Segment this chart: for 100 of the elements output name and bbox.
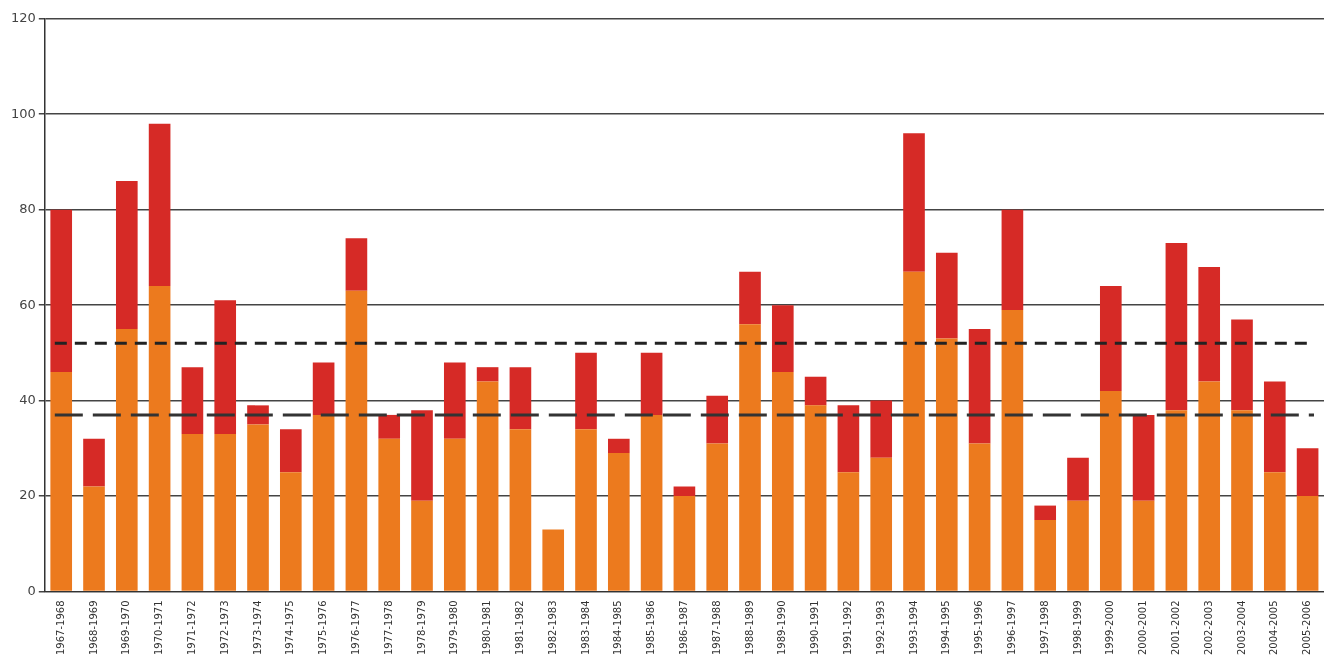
bar: [214, 300, 237, 434]
x-tick-label: 1980-1981: [481, 600, 493, 656]
bar: [378, 438, 401, 591]
x-tick-label: 1988-1989: [743, 600, 755, 656]
bar: [181, 434, 204, 591]
bar: [870, 400, 893, 458]
bar: [214, 434, 237, 591]
y-tick-label: 60: [19, 296, 36, 312]
y-tick-label: 20: [19, 487, 36, 503]
x-tick-label: 1967-1968: [54, 600, 66, 656]
x-tick-label: 1981-1982: [514, 600, 525, 656]
bar: [1034, 519, 1057, 591]
bar: [935, 338, 958, 591]
bar: [279, 472, 302, 591]
bar: [673, 496, 696, 591]
x-tick-label: 1969-1970: [120, 600, 132, 656]
bar: [1132, 500, 1155, 591]
bar: [1099, 286, 1122, 392]
y-tick-label: 40: [19, 391, 36, 407]
bar: [148, 286, 171, 591]
bar: [1067, 457, 1089, 501]
x-tick-label: 1994-1995: [940, 600, 952, 656]
y-tick-label: 0: [27, 582, 36, 598]
bar: [345, 238, 368, 291]
x-tick-label: 1991-1992: [842, 600, 853, 656]
x-tick-label: 1992-1993: [874, 600, 886, 656]
bar: [903, 271, 925, 591]
bar: [148, 123, 171, 287]
bar: [1198, 266, 1221, 382]
bar: [903, 133, 925, 272]
bar: [575, 429, 597, 591]
bar: [312, 362, 335, 415]
x-tick-label: 1993-1994: [907, 600, 919, 656]
bar: [443, 362, 466, 439]
x-tick-label: 1970-1971: [153, 600, 165, 656]
x-tick-label: 2005-2006: [1301, 600, 1313, 656]
bar: [1001, 209, 1024, 310]
bar: [83, 486, 105, 591]
bar: [870, 457, 893, 591]
x-tick-label: 1982-1983: [546, 600, 558, 656]
bar: [771, 305, 794, 372]
bar: [83, 438, 105, 487]
bar: [739, 271, 761, 325]
bar: [50, 209, 73, 372]
x-tick-label: 1997-1998: [1038, 600, 1050, 656]
x-tick-label: 2003-2004: [1235, 600, 1247, 656]
bar: [411, 410, 433, 501]
bar: [607, 453, 630, 591]
bar: [1001, 309, 1024, 591]
bar: [279, 429, 302, 473]
bar: [476, 367, 499, 382]
x-tick-label: 1998-1999: [1071, 600, 1083, 656]
bar: [640, 352, 663, 415]
x-tick-label: 1987-1988: [710, 600, 722, 656]
bar: [968, 329, 991, 444]
bar: [1263, 381, 1286, 473]
x-tick-label: 1996-1997: [1006, 600, 1017, 656]
bar: [739, 324, 761, 591]
bar: [443, 438, 466, 591]
bar: [1165, 243, 1188, 411]
bar: [1263, 472, 1286, 591]
x-tick-label: 1999-2000: [1104, 600, 1116, 656]
x-tick-label: 1973-1974: [251, 600, 263, 656]
bar: [673, 486, 696, 497]
bar: [1296, 448, 1319, 497]
bar: [1296, 496, 1319, 591]
bar: [706, 443, 729, 591]
bar: [50, 371, 73, 591]
x-tick-label: 2002-2003: [1202, 600, 1214, 656]
y-tick-label: 100: [10, 105, 36, 121]
x-tick-label: 1974-1975: [284, 600, 296, 656]
bar: [1198, 381, 1221, 591]
bar: [115, 181, 138, 330]
x-tick-label: 1978-1979: [415, 600, 427, 656]
bar: [312, 414, 335, 591]
bar: [640, 414, 663, 591]
x-tick-label: 1995-1996: [973, 600, 985, 656]
bar: [509, 367, 532, 430]
bar: [968, 443, 991, 591]
bar: [575, 352, 597, 430]
bar: [1231, 319, 1253, 411]
bar: [378, 414, 401, 439]
x-tick-label: 1984-1985: [612, 600, 624, 656]
x-tick-label: 1972-1973: [218, 600, 230, 656]
bar: [1165, 410, 1188, 591]
bar: [411, 500, 433, 591]
bar: [1231, 410, 1253, 591]
x-tick-label: 1986-1987: [678, 600, 689, 656]
bar: [771, 371, 794, 591]
bar: [509, 429, 532, 591]
x-tick-label: 1990-1991: [809, 600, 821, 656]
bar: [181, 367, 204, 434]
x-tick-label: 1985-1986: [645, 600, 657, 656]
bar: [542, 529, 565, 591]
x-tick-label: 2000-2001: [1137, 600, 1149, 656]
bar: [804, 376, 827, 406]
bar: [1132, 414, 1155, 501]
bar: [837, 472, 860, 591]
bar: [345, 290, 368, 591]
bar: [1067, 500, 1089, 591]
